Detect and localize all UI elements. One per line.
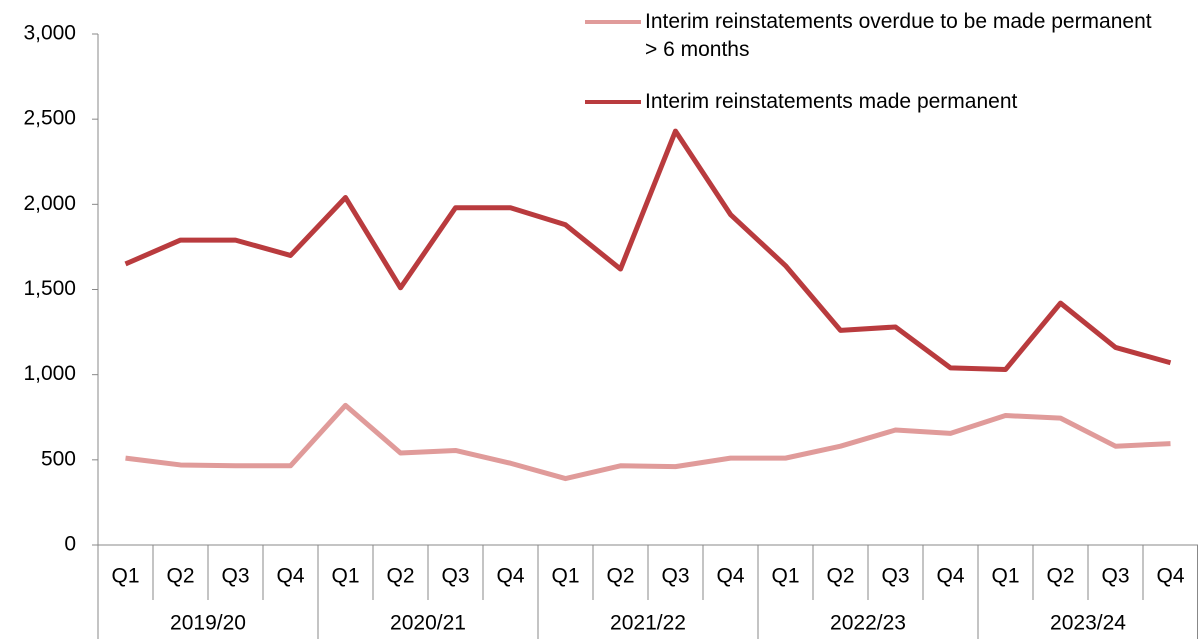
x-group-label: 2020/21 bbox=[390, 612, 466, 635]
series-line bbox=[125, 402, 1171, 482]
x-tick-label: Q3 bbox=[881, 565, 909, 588]
x-tick-label: Q4 bbox=[936, 565, 964, 588]
y-tick-label: 2,000 bbox=[23, 192, 76, 215]
x-tick-label: Q1 bbox=[771, 565, 799, 588]
x-group-label: 2021/22 bbox=[610, 612, 686, 635]
x-tick-label: Q3 bbox=[1101, 565, 1129, 588]
legend-swatch bbox=[585, 20, 641, 24]
x-tick-label: Q2 bbox=[606, 565, 634, 588]
y-tick-label: 2,500 bbox=[23, 107, 76, 130]
x-tick-label: Q2 bbox=[166, 565, 194, 588]
y-tick-label: 0 bbox=[64, 533, 76, 556]
x-tick-label: Q1 bbox=[331, 565, 359, 588]
legend-label: Interim reinstatements made permanent bbox=[645, 90, 1018, 113]
y-tick-label: 1,500 bbox=[23, 277, 76, 300]
x-tick-label: Q2 bbox=[826, 565, 854, 588]
x-tick-label: Q4 bbox=[1156, 565, 1184, 588]
series-line bbox=[124, 128, 1172, 373]
x-tick-label: Q4 bbox=[276, 565, 304, 588]
legend-swatch bbox=[585, 100, 641, 104]
legend-item: Interim reinstatements overdue to be mad… bbox=[585, 8, 1165, 64]
x-tick-label: Q1 bbox=[551, 565, 579, 588]
x-tick-label: Q1 bbox=[111, 565, 139, 588]
x-tick-label: Q4 bbox=[716, 565, 744, 588]
legend-item: Interim reinstatements made permanent bbox=[585, 88, 1165, 116]
y-tick-label: 500 bbox=[41, 447, 76, 470]
x-tick-label: Q4 bbox=[496, 565, 524, 588]
x-tick-label: Q3 bbox=[441, 565, 469, 588]
legend-label: Interim reinstatements overdue to be mad… bbox=[645, 10, 1152, 61]
x-group-label: 2023/24 bbox=[1050, 612, 1126, 635]
x-tick-label: Q2 bbox=[386, 565, 414, 588]
x-tick-label: Q3 bbox=[661, 565, 689, 588]
y-tick-label: 1,000 bbox=[23, 362, 76, 385]
x-group-label: 2019/20 bbox=[170, 612, 246, 635]
y-tick-label: 3,000 bbox=[23, 22, 76, 45]
x-tick-label: Q1 bbox=[991, 565, 1019, 588]
x-group-label: 2022/23 bbox=[830, 612, 906, 635]
x-tick-label: Q3 bbox=[221, 565, 249, 588]
x-tick-label: Q2 bbox=[1046, 565, 1074, 588]
